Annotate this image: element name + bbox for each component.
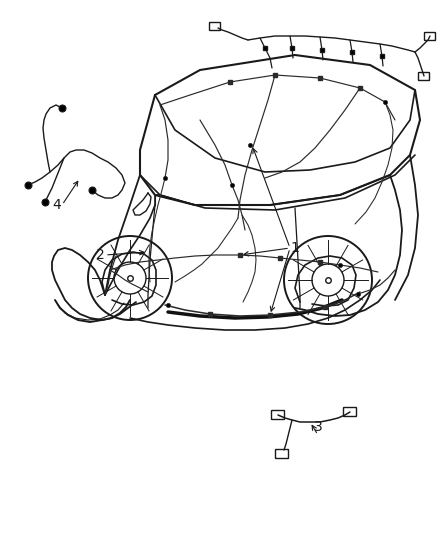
FancyBboxPatch shape xyxy=(343,408,357,416)
FancyBboxPatch shape xyxy=(424,33,435,41)
FancyBboxPatch shape xyxy=(209,22,220,30)
FancyBboxPatch shape xyxy=(276,449,289,458)
Text: 3: 3 xyxy=(314,420,322,434)
Text: 1: 1 xyxy=(290,241,300,255)
Text: 2: 2 xyxy=(95,248,104,262)
FancyBboxPatch shape xyxy=(272,410,285,419)
Text: 4: 4 xyxy=(53,198,61,212)
FancyBboxPatch shape xyxy=(418,72,430,80)
